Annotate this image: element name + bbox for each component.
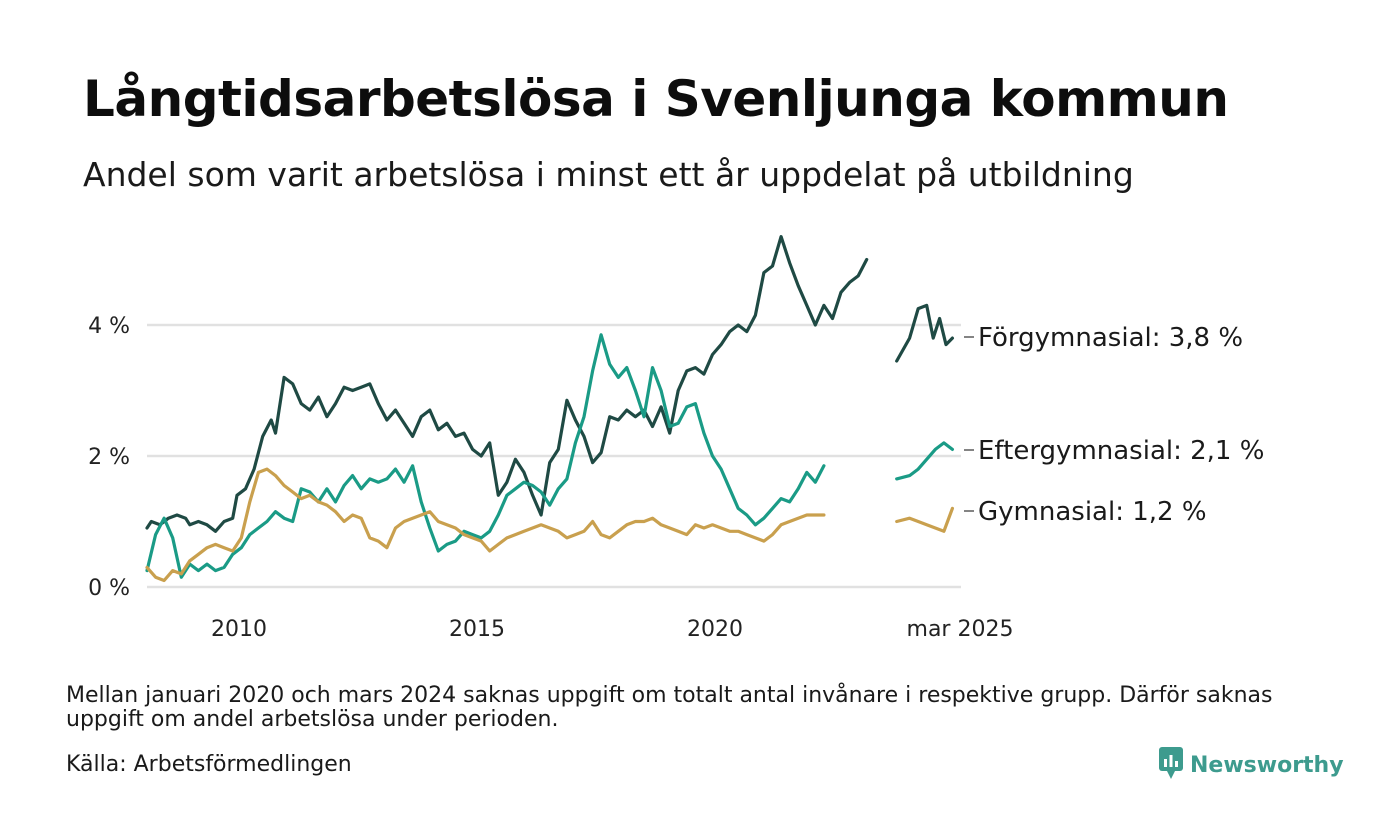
series-line-gymnasial [145,467,826,583]
chart-title: Långtidsarbetslösa i Svenljunga kommun [83,70,1229,128]
x-tick-label: 2015 [449,617,505,642]
series-line-förgymnasial [145,235,869,533]
series-lines [145,235,954,583]
series-label-gymnasial: Gymnasial: 1,2 % [978,497,1207,527]
brand-logo: Newsworthy [1158,746,1344,784]
newsworthy-logo-icon [1158,746,1184,784]
source-credit: Källa: Arbetsförmedlingen [66,752,352,777]
series-line-förgymnasial [895,303,954,363]
x-tick-label: 2020 [687,617,743,642]
x-tick-label: 2010 [211,617,267,642]
series-end-labels: Förgymnasial: 3,8 % Eftergymnasial: 2,1 %… [964,323,1264,527]
y-tick-label: 4 % [88,314,130,339]
series-label-förgymnasial: Förgymnasial: 3,8 % [978,323,1243,353]
series-line-eftergymnasial [895,441,954,481]
chart-subtitle: Andel som varit arbetslösa i minst ett å… [83,155,1134,194]
footnote: Mellan januari 2020 och mars 2024 saknas… [66,683,1273,732]
series-label-eftergymnasial: Eftergymnasial: 2,1 % [978,436,1264,466]
x-axis-tick-labels: 2010 2015 2020 mar 2025 [211,617,1013,642]
series-line-gymnasial [895,506,954,533]
x-tick-label: mar 2025 [907,617,1014,642]
y-tick-label: 2 % [88,445,130,470]
brand-name: Newsworthy [1190,752,1344,778]
series-line-eftergymnasial [145,333,826,579]
y-axis-tick-labels: 0 % 2 % 4 % [88,314,130,601]
y-tick-label: 0 % [88,576,130,601]
